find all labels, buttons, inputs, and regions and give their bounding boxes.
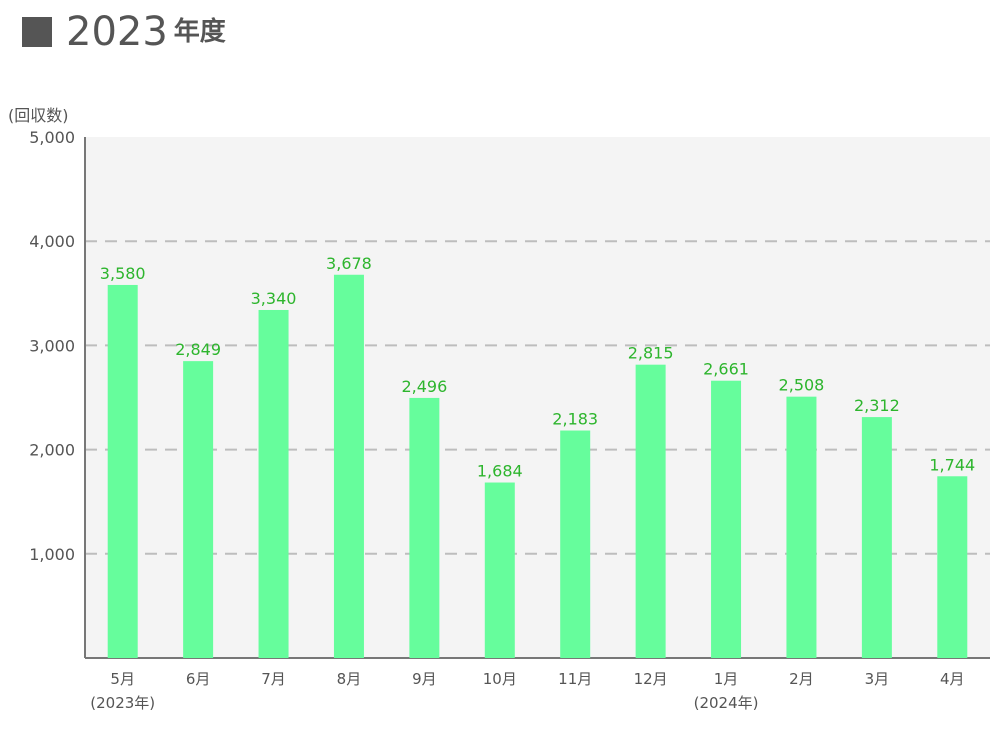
bar bbox=[183, 361, 214, 658]
x-tick-label: 2月 bbox=[789, 670, 814, 688]
x-tick-label: 10月 bbox=[483, 670, 517, 688]
x-tick-label: 8月 bbox=[337, 670, 362, 688]
data-label: 2,183 bbox=[552, 410, 598, 429]
x-tick-sublabel: (2024年) bbox=[694, 694, 759, 712]
square-icon bbox=[22, 17, 52, 47]
y-tick-label: 5,000 bbox=[29, 128, 75, 147]
data-label: 2,815 bbox=[628, 344, 674, 363]
data-label: 3,340 bbox=[251, 289, 297, 308]
y-axis-title: (回収数) bbox=[8, 106, 69, 125]
x-tick-label: 6月 bbox=[186, 670, 211, 688]
y-tick-label: 4,000 bbox=[29, 232, 75, 251]
x-tick-label: 1月 bbox=[714, 670, 739, 688]
bar bbox=[786, 396, 817, 658]
plot-background bbox=[85, 137, 990, 658]
y-tick-label: 2,000 bbox=[29, 441, 75, 460]
bar bbox=[635, 364, 666, 658]
data-label: 3,580 bbox=[100, 264, 146, 283]
data-label: 2,312 bbox=[854, 396, 900, 415]
data-labels: 3,580 2,849 3,340 3,678 2,496 1,684 2,183 2,815… bbox=[100, 254, 975, 481]
axes bbox=[84, 137, 990, 659]
bar bbox=[107, 284, 138, 658]
data-label: 3,678 bbox=[326, 254, 372, 273]
bar bbox=[409, 397, 440, 658]
data-label: 2,496 bbox=[401, 377, 447, 396]
x-tick-label: 9月 bbox=[412, 670, 437, 688]
x-tick-label: 3月 bbox=[865, 670, 890, 688]
y-tick-label: 1,000 bbox=[29, 545, 75, 564]
tick-labels: 1,000 2,000 3,000 4,000 5,000 5月 (2023年) 6月 7月 8月… bbox=[29, 128, 964, 712]
bar bbox=[258, 309, 289, 658]
bar bbox=[861, 417, 892, 658]
bar bbox=[560, 430, 591, 658]
bars bbox=[107, 274, 968, 658]
bar bbox=[937, 476, 968, 658]
data-label: 1,744 bbox=[929, 455, 975, 474]
bar bbox=[484, 482, 515, 658]
bar bbox=[711, 380, 742, 658]
data-label: 1,684 bbox=[477, 462, 523, 481]
y-tick-label: 3,000 bbox=[29, 336, 75, 355]
x-tick-label: 12月 bbox=[634, 670, 668, 688]
data-label: 2,661 bbox=[703, 360, 749, 379]
x-tick-sublabel: (2023年) bbox=[90, 694, 155, 712]
x-tick-label: 4月 bbox=[940, 670, 965, 688]
x-tick-label: 5月 bbox=[110, 670, 135, 688]
title-year: 2023 bbox=[66, 9, 168, 55]
data-label: 2,849 bbox=[175, 340, 221, 359]
title-suffix: 年度 bbox=[173, 17, 226, 47]
x-tick-label: 7月 bbox=[261, 670, 286, 688]
x-tick-label: 11月 bbox=[558, 670, 592, 688]
data-label: 2,508 bbox=[779, 376, 825, 395]
bar bbox=[333, 274, 364, 658]
page-title: 2023 年度 bbox=[22, 8, 226, 56]
grid-lines bbox=[85, 240, 990, 555]
